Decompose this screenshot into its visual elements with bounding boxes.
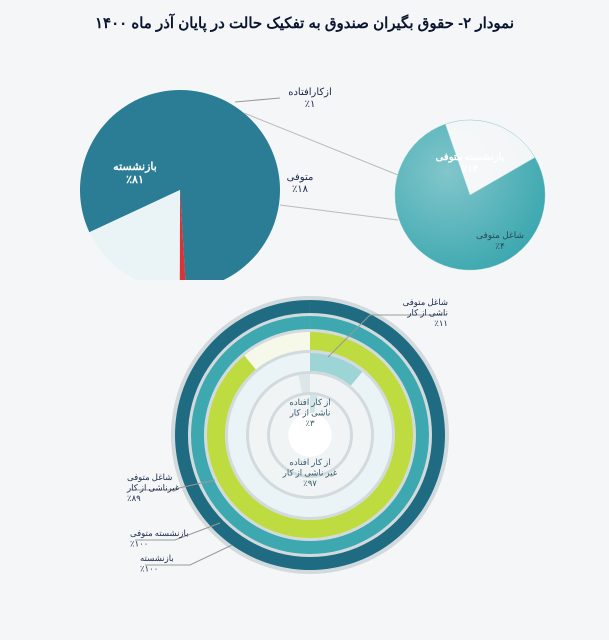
donut-chart-wrap: از کار افتادهناشی از کار٪۳از کار افتادهغ… xyxy=(170,295,450,575)
top-charts-row: بازنشسته٪۸۱ازکارافتاده٪۱متوفی٪۱۸بازنشسته… xyxy=(0,40,609,275)
donut-svg: از کار افتادهناشی از کار٪۳از کار افتادهغ… xyxy=(100,275,520,595)
svg-text:متوفی٪۱۸: متوفی٪۱۸ xyxy=(287,172,314,195)
svg-text:شاغل متوفیناشی از کار٪۱۱: شاغل متوفیناشی از کار٪۱۱ xyxy=(403,297,448,328)
bottom-chart-row: از کار افتادهناشی از کار٪۳از کار افتادهغ… xyxy=(0,275,609,620)
svg-text:ازکارافتاده٪۱: ازکارافتاده٪۱ xyxy=(288,87,332,110)
svg-text:شاغل متوفیغیرناشی از کار٪۸۹: شاغل متوفیغیرناشی از کار٪۸۹ xyxy=(126,472,180,503)
chart-title: نمودار ۲- حقوق بگیران صندوق به تفکیک حال… xyxy=(0,0,609,40)
svg-text:بازنشسته٪۱۰۰: بازنشسته٪۱۰۰ xyxy=(140,553,174,574)
pie-charts-svg: بازنشسته٪۸۱ازکارافتاده٪۱متوفی٪۱۸بازنشسته… xyxy=(0,40,609,280)
